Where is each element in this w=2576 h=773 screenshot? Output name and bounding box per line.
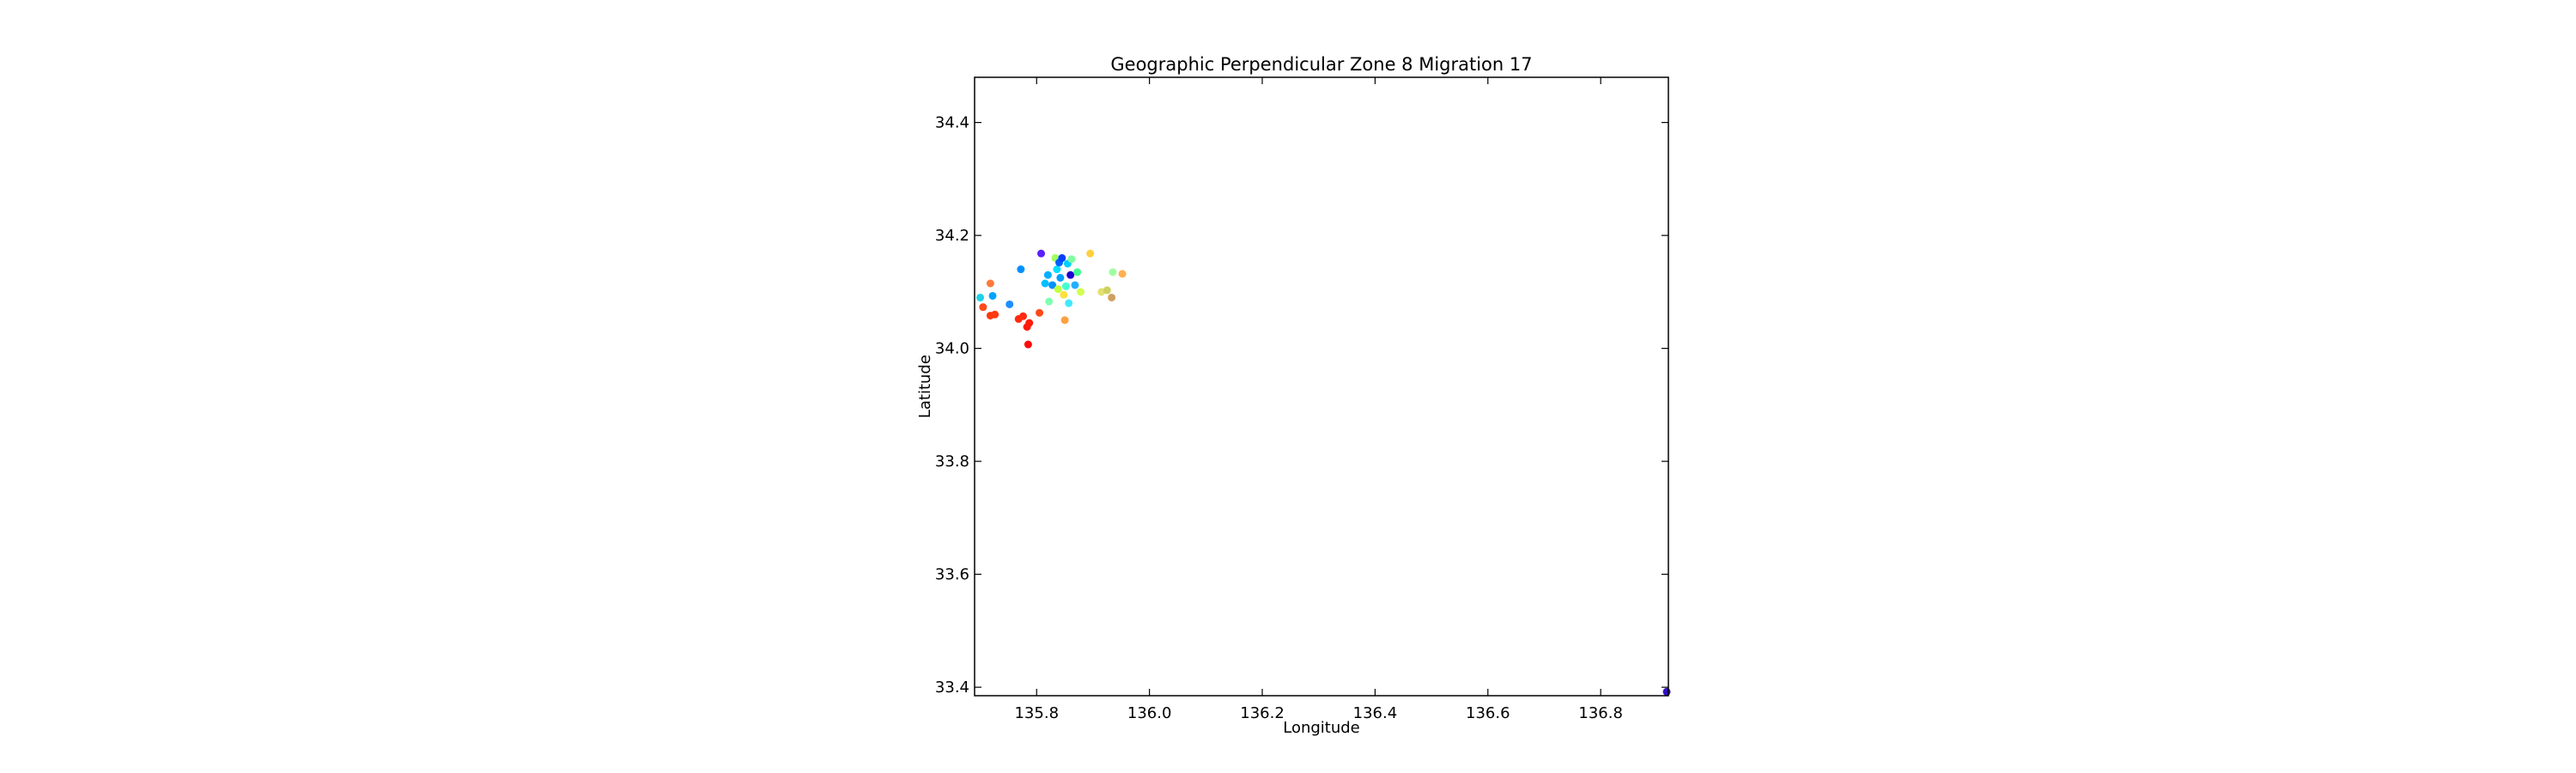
data-point bbox=[1073, 268, 1082, 277]
data-point bbox=[1037, 249, 1046, 258]
x-tick-label: 135.8 bbox=[1014, 704, 1059, 722]
y-tick-label: 34.4 bbox=[935, 114, 969, 132]
y-tick-label: 34.0 bbox=[935, 340, 969, 358]
data-point bbox=[1005, 300, 1014, 308]
data-point bbox=[976, 293, 985, 301]
y-tick-label: 33.8 bbox=[935, 453, 969, 471]
data-point bbox=[1108, 293, 1116, 301]
data-point bbox=[1118, 270, 1127, 278]
x-tick-label: 136.2 bbox=[1240, 704, 1285, 722]
data-point bbox=[991, 310, 999, 319]
x-tick-label: 136.0 bbox=[1127, 704, 1172, 722]
x-tick-label: 136.4 bbox=[1353, 704, 1398, 722]
data-point bbox=[1109, 268, 1117, 277]
y-axis-label: Latitude bbox=[916, 355, 934, 418]
data-point bbox=[1053, 265, 1061, 274]
data-point bbox=[1048, 281, 1057, 289]
data-point bbox=[1054, 285, 1062, 294]
x-tick-label: 136.8 bbox=[1578, 704, 1623, 722]
plot-area-frame bbox=[974, 76, 1669, 697]
data-point bbox=[1024, 340, 1032, 349]
data-point bbox=[1071, 281, 1079, 289]
data-point bbox=[1060, 316, 1069, 325]
data-point bbox=[1025, 319, 1034, 327]
ticks-layer: 135.8 136.0 136.2 136.4 136.6 136.8 33.4 33.6 33… bbox=[935, 77, 1668, 722]
x-tick-label: 136.6 bbox=[1466, 704, 1510, 722]
data-point bbox=[986, 279, 994, 288]
data-point bbox=[1103, 286, 1111, 295]
chart-title: Geographic Perpendicular Zone 8 Migratio… bbox=[1110, 54, 1532, 75]
y-tick-label: 33.6 bbox=[935, 566, 969, 584]
points-layer bbox=[976, 249, 1671, 696]
data-point bbox=[988, 291, 997, 300]
y-tick-label: 33.4 bbox=[935, 679, 969, 697]
x-axis-label: Longitude bbox=[1283, 719, 1360, 737]
data-point bbox=[1067, 255, 1076, 264]
data-point bbox=[1086, 249, 1095, 258]
data-point bbox=[1045, 297, 1054, 306]
data-point bbox=[1058, 253, 1066, 262]
data-point bbox=[1066, 271, 1075, 279]
data-point bbox=[1043, 271, 1052, 279]
data-point bbox=[1041, 279, 1049, 288]
data-point bbox=[1060, 290, 1068, 299]
data-point bbox=[1065, 299, 1073, 307]
data-point bbox=[1017, 265, 1025, 274]
data-point bbox=[979, 303, 987, 312]
data-point bbox=[1036, 308, 1044, 317]
data-point bbox=[1056, 273, 1065, 282]
data-point bbox=[1662, 687, 1671, 696]
data-point bbox=[1018, 312, 1027, 320]
y-tick-label: 34.2 bbox=[935, 227, 969, 245]
data-point bbox=[1061, 282, 1070, 290]
data-point bbox=[1076, 288, 1084, 296]
